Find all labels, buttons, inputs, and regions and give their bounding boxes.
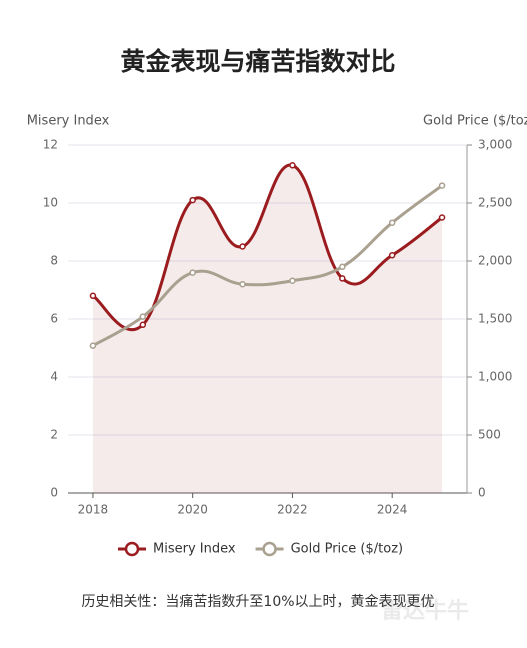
point <box>438 182 446 189</box>
point <box>239 280 246 288</box>
point <box>388 219 396 226</box>
point <box>89 292 97 300</box>
chart-title: 黄金表现与痛苦指数对比 <box>120 47 395 76</box>
x-tick-label: 2018 <box>78 503 109 517</box>
y-tick-label: 4 <box>50 370 58 384</box>
legend-label: Gold Price ($/toz) <box>291 542 404 557</box>
x-tick-label: 2024 <box>377 503 408 517</box>
line <box>92 163 443 332</box>
y-tick-label: 0 <box>50 486 58 500</box>
y2-tick-label: 3,000 <box>478 138 512 152</box>
y2-tick-label: 500 <box>478 428 501 442</box>
point <box>339 275 346 282</box>
point <box>289 277 296 284</box>
point <box>189 269 196 276</box>
y2-tick-label: 2,500 <box>478 196 512 210</box>
y2-tick-label: 2,000 <box>478 254 512 268</box>
y-tick-label: 2 <box>50 428 58 442</box>
y2-axis-title: Gold Price ($/toz) <box>423 114 527 129</box>
y2-tick-label: 1,000 <box>478 370 512 384</box>
y2-tick-label: 1,500 <box>478 312 512 326</box>
note: 历史相关性：当痛苦指数升至10%以上时，黄金表现更优 <box>81 593 434 610</box>
point <box>89 342 97 349</box>
legend-marker <box>262 541 277 557</box>
legend-label: Misery Index <box>153 542 236 557</box>
y-tick-label: 8 <box>50 254 58 268</box>
y-tick-label: 12 <box>43 138 58 152</box>
point <box>339 263 346 271</box>
point <box>139 313 147 320</box>
watermark: 雷达牛牛 <box>381 598 469 624</box>
point <box>438 214 446 221</box>
x-tick-label: 2022 <box>277 503 308 517</box>
point <box>239 243 246 250</box>
point <box>139 321 147 329</box>
point <box>388 251 396 259</box>
area <box>92 164 443 493</box>
y-tick-label: 10 <box>43 196 58 210</box>
y-axis-title: Misery Index <box>27 114 110 129</box>
point <box>189 196 196 204</box>
point <box>289 162 296 169</box>
x-tick-label: 2020 <box>177 503 208 517</box>
line <box>92 184 443 347</box>
y-tick-label: 6 <box>50 312 58 326</box>
legend-marker <box>124 541 140 557</box>
y2-tick-label: 0 <box>478 486 486 500</box>
